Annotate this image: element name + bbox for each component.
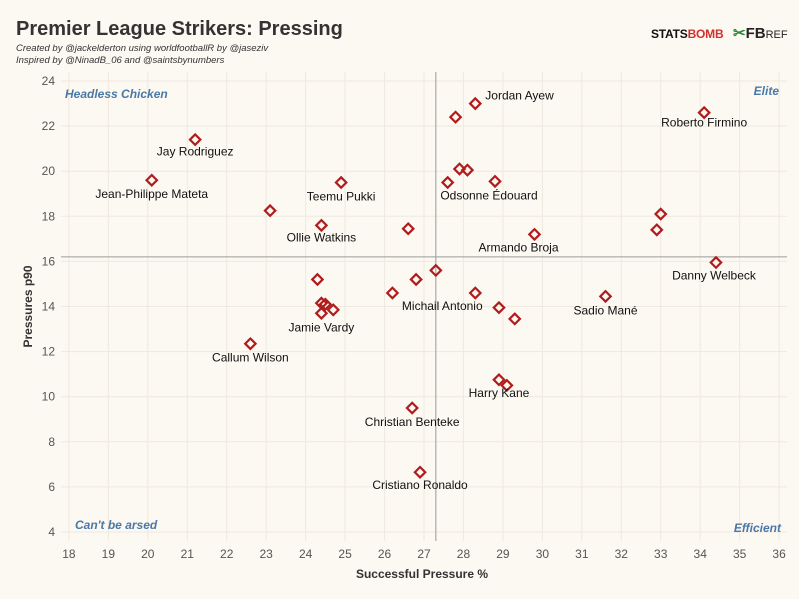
x-tick-label: 19 bbox=[102, 547, 116, 561]
data-point bbox=[650, 223, 664, 237]
x-tick-label: 36 bbox=[772, 547, 786, 561]
data-point bbox=[385, 286, 400, 300]
data-point bbox=[448, 110, 463, 124]
x-tick-label: 33 bbox=[654, 547, 668, 561]
y-tick-label: 12 bbox=[42, 345, 56, 359]
x-tick-label: 23 bbox=[259, 547, 273, 561]
data-point bbox=[598, 289, 613, 304]
data-point bbox=[310, 272, 325, 287]
y-tick-label: 20 bbox=[42, 164, 56, 178]
data-point bbox=[401, 221, 415, 236]
data-point bbox=[452, 162, 467, 176]
data-point bbox=[440, 175, 455, 190]
fbref-logo-ref: REF bbox=[765, 29, 788, 41]
statsbomb-logo-text-b: BOMB bbox=[687, 27, 724, 41]
data-point-label: Jean-Philippe Mateta bbox=[95, 187, 208, 201]
statsbomb-logo: STATSBOMB bbox=[651, 27, 724, 41]
x-axis-title: Successful Pressure % bbox=[356, 567, 488, 581]
data-point bbox=[468, 286, 483, 300]
quadrant-label-bottom-left: Can't be arsed bbox=[75, 518, 158, 532]
data-point-label: Callum Wilson bbox=[212, 351, 289, 365]
data-point bbox=[413, 465, 427, 479]
data-point bbox=[709, 255, 723, 270]
data-point bbox=[314, 306, 329, 321]
data-point bbox=[318, 297, 333, 312]
x-tick-label: 26 bbox=[378, 547, 392, 561]
x-tick-label: 31 bbox=[575, 547, 589, 561]
data-point bbox=[334, 175, 348, 190]
data-point bbox=[653, 207, 668, 221]
data-point-label: Danny Welbeck bbox=[672, 269, 757, 283]
data-point bbox=[468, 96, 483, 111]
data-point-label: Roberto Firmino bbox=[661, 116, 747, 130]
x-tick-label: 35 bbox=[733, 547, 747, 561]
data-point bbox=[263, 203, 277, 218]
y-tick-label: 4 bbox=[48, 525, 55, 539]
data-point-label: Michail Antonio bbox=[402, 299, 483, 313]
data-point bbox=[697, 105, 711, 120]
fbref-logo-mark-icon: ✂ bbox=[733, 25, 746, 42]
x-tick-label: 28 bbox=[457, 547, 471, 561]
x-tick-label: 21 bbox=[181, 547, 195, 561]
x-tick-label: 18 bbox=[62, 547, 76, 561]
data-point bbox=[243, 336, 258, 351]
data-point bbox=[492, 300, 506, 315]
y-tick-label: 18 bbox=[42, 209, 56, 223]
data-point-label: Jamie Vardy bbox=[289, 320, 355, 334]
data-point-label: Cristiano Ronaldo bbox=[372, 478, 468, 492]
x-tick-label: 29 bbox=[496, 547, 510, 561]
x-tick-label: 27 bbox=[417, 547, 431, 561]
y-tick-label: 16 bbox=[42, 254, 56, 268]
data-point-label: Odsonne Édouard bbox=[440, 187, 537, 202]
data-point bbox=[488, 174, 502, 189]
x-tick-label: 22 bbox=[220, 547, 234, 561]
quadrant-label-top-right: Elite bbox=[754, 84, 780, 98]
y-tick-label: 22 bbox=[42, 119, 56, 133]
statsbomb-logo-text-a: STATS bbox=[651, 27, 688, 41]
data-point-label: Jay Rodriguez bbox=[157, 145, 234, 159]
data-point-label: Christian Benteke bbox=[365, 415, 460, 429]
x-tick-label: 25 bbox=[338, 547, 352, 561]
x-tick-label: 24 bbox=[299, 547, 313, 561]
data-point-label: Teemu Pukki bbox=[307, 189, 376, 203]
data-point-label: Armando Broja bbox=[478, 240, 558, 254]
y-tick-label: 6 bbox=[48, 480, 55, 494]
data-point-label: Harry Kane bbox=[469, 386, 530, 400]
x-tick-label: 20 bbox=[141, 547, 155, 561]
data-point bbox=[188, 132, 202, 147]
y-tick-label: 10 bbox=[42, 390, 56, 404]
data-point bbox=[409, 272, 423, 287]
data-point-label: Ollie Watkins bbox=[287, 230, 357, 244]
fbref-logo: ✂FBREF bbox=[733, 24, 788, 42]
x-tick-label: 32 bbox=[615, 547, 629, 561]
data-point bbox=[314, 218, 329, 233]
y-axis-title: Pressures p90 bbox=[21, 265, 35, 347]
data-point bbox=[492, 373, 506, 387]
chart-subtitle-credit: Created by @jackelderton using worldfoot… bbox=[16, 43, 269, 54]
x-tick-label: 30 bbox=[536, 547, 550, 561]
data-point bbox=[326, 303, 341, 317]
data-point bbox=[405, 401, 419, 415]
y-tick-label: 8 bbox=[48, 435, 55, 449]
data-point bbox=[460, 163, 475, 177]
data-point bbox=[144, 173, 159, 187]
y-tick-label: 24 bbox=[42, 74, 56, 88]
chart-title: Premier League Strikers: Pressing bbox=[16, 18, 343, 40]
chart-subtitle-inspired: Inspired by @NinadB_06 and @saintsbynumb… bbox=[16, 55, 225, 66]
data-point-label: Jordan Ayew bbox=[485, 89, 554, 103]
data-point bbox=[507, 312, 522, 326]
quadrant-label-top-left: Headless Chicken bbox=[65, 87, 168, 101]
fbref-logo-fb: FB bbox=[745, 25, 766, 42]
y-tick-label: 14 bbox=[42, 300, 56, 314]
data-point bbox=[527, 227, 542, 242]
data-point-label: Sadio Mané bbox=[573, 303, 637, 317]
quadrant-label-bottom-right: Efficient bbox=[734, 521, 782, 535]
data-point bbox=[500, 378, 514, 393]
data-point bbox=[429, 263, 443, 278]
x-tick-label: 34 bbox=[694, 547, 708, 561]
